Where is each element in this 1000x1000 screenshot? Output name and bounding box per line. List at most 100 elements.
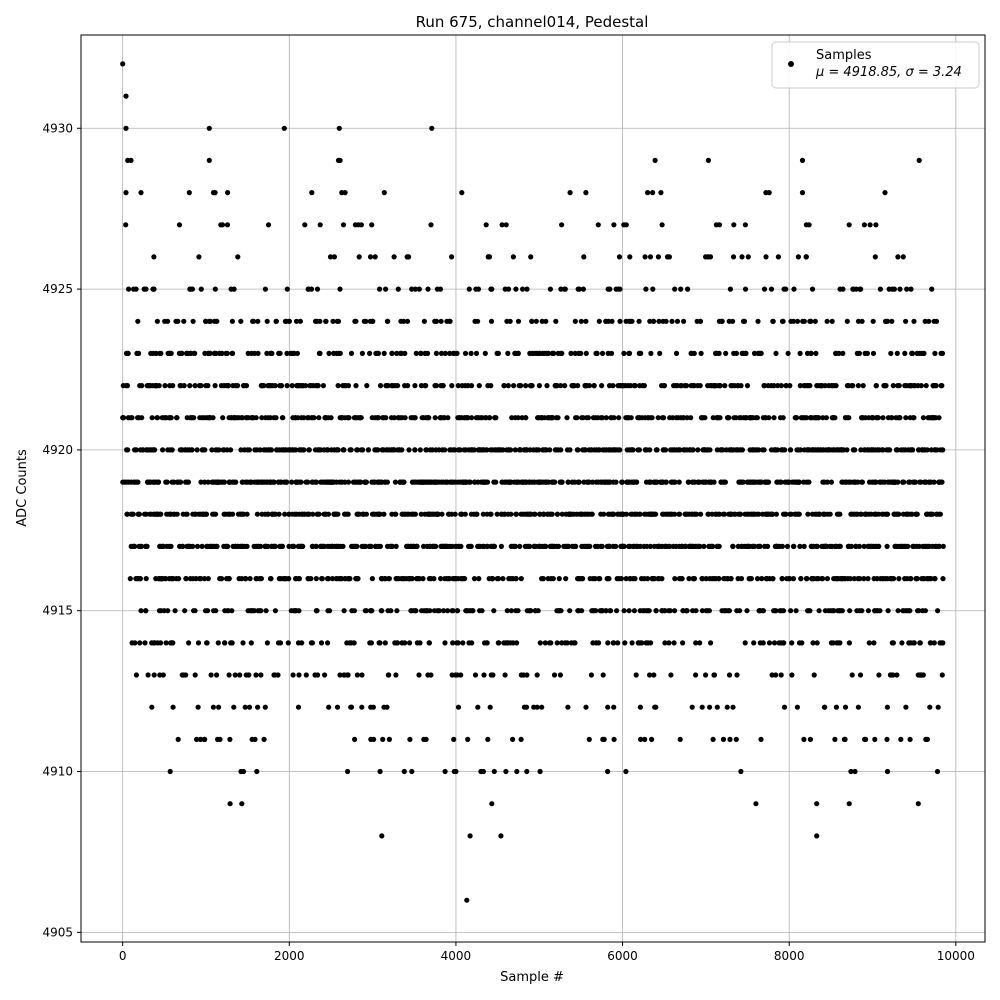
data-point bbox=[255, 350, 261, 356]
data-point bbox=[865, 608, 872, 614]
data-point bbox=[325, 576, 332, 582]
data-point bbox=[143, 576, 149, 582]
data-point bbox=[647, 318, 653, 324]
data-point bbox=[576, 479, 582, 485]
data-point bbox=[233, 479, 239, 485]
data-point bbox=[428, 672, 434, 678]
data-point bbox=[151, 254, 157, 260]
data-point bbox=[239, 801, 245, 807]
data-point bbox=[289, 383, 295, 389]
data-point bbox=[264, 640, 270, 646]
data-point bbox=[727, 286, 734, 292]
data-point bbox=[833, 383, 839, 389]
x-tick-label: 4000 bbox=[441, 949, 472, 963]
data-point bbox=[581, 254, 587, 260]
data-point bbox=[225, 383, 232, 389]
data-point bbox=[125, 447, 131, 453]
data-point bbox=[780, 318, 786, 324]
data-point bbox=[922, 608, 929, 614]
data-point bbox=[168, 350, 174, 356]
data-point bbox=[494, 511, 500, 517]
data-point bbox=[771, 383, 777, 389]
data-point bbox=[190, 543, 196, 550]
data-point bbox=[562, 383, 568, 389]
data-point bbox=[707, 254, 714, 260]
data-point bbox=[409, 768, 415, 775]
data-point bbox=[394, 350, 400, 356]
data-point bbox=[934, 447, 940, 453]
data-point bbox=[916, 543, 922, 550]
data-point bbox=[543, 543, 549, 550]
data-point bbox=[393, 672, 399, 678]
data-point bbox=[630, 447, 636, 453]
data-point bbox=[255, 704, 261, 710]
data-point bbox=[908, 576, 914, 582]
data-point bbox=[385, 383, 391, 389]
data-point bbox=[628, 415, 634, 421]
data-point bbox=[903, 415, 909, 421]
data-point bbox=[559, 222, 565, 228]
data-point bbox=[666, 640, 672, 646]
data-point bbox=[186, 640, 192, 646]
data-point bbox=[866, 640, 872, 646]
data-point bbox=[455, 704, 462, 710]
data-point bbox=[639, 640, 645, 646]
data-point bbox=[533, 318, 539, 324]
data-point bbox=[302, 383, 309, 389]
data-point bbox=[330, 318, 336, 324]
data-point bbox=[272, 511, 279, 517]
data-point bbox=[325, 511, 332, 517]
data-point bbox=[334, 704, 341, 710]
data-point bbox=[690, 447, 696, 453]
data-point bbox=[406, 254, 412, 260]
data-point bbox=[890, 672, 896, 678]
data-point bbox=[192, 350, 198, 356]
data-point bbox=[219, 222, 226, 228]
data-point bbox=[559, 350, 565, 356]
data-point bbox=[820, 576, 826, 582]
data-point bbox=[846, 640, 853, 646]
data-point bbox=[469, 415, 475, 421]
data-point bbox=[319, 576, 325, 582]
data-point bbox=[562, 286, 568, 292]
data-point bbox=[895, 447, 901, 453]
data-point bbox=[165, 608, 171, 614]
data-point bbox=[335, 383, 341, 389]
data-point bbox=[370, 318, 376, 324]
data-point bbox=[784, 543, 791, 550]
data-point bbox=[133, 286, 139, 292]
data-point bbox=[575, 447, 581, 453]
data-point bbox=[381, 190, 387, 196]
data-point bbox=[672, 286, 678, 292]
data-point bbox=[751, 640, 757, 646]
data-point bbox=[474, 511, 480, 517]
y-tick-label: 4915 bbox=[42, 604, 73, 618]
data-point bbox=[335, 318, 342, 324]
data-point bbox=[634, 479, 640, 485]
data-point bbox=[248, 640, 254, 646]
data-point bbox=[837, 543, 843, 550]
data-point bbox=[794, 318, 801, 324]
data-point bbox=[536, 447, 542, 453]
y-tick-label: 4910 bbox=[42, 765, 73, 779]
data-point bbox=[501, 383, 507, 389]
data-point bbox=[935, 704, 941, 710]
data-point bbox=[451, 736, 457, 743]
data-point bbox=[787, 447, 794, 453]
data-point bbox=[198, 479, 204, 485]
data-point bbox=[495, 576, 502, 582]
data-point bbox=[282, 511, 288, 517]
data-point bbox=[235, 383, 241, 389]
data-point bbox=[799, 640, 805, 646]
data-point bbox=[763, 254, 769, 260]
data-point bbox=[337, 350, 343, 356]
data-point bbox=[899, 640, 905, 646]
data-point bbox=[252, 736, 258, 743]
data-point bbox=[524, 768, 530, 775]
data-point bbox=[609, 318, 615, 324]
data-point bbox=[367, 350, 373, 356]
data-point bbox=[889, 415, 895, 421]
data-point bbox=[240, 640, 246, 646]
legend: Samples μ = 4918.85, σ = 3.24 bbox=[771, 41, 980, 89]
